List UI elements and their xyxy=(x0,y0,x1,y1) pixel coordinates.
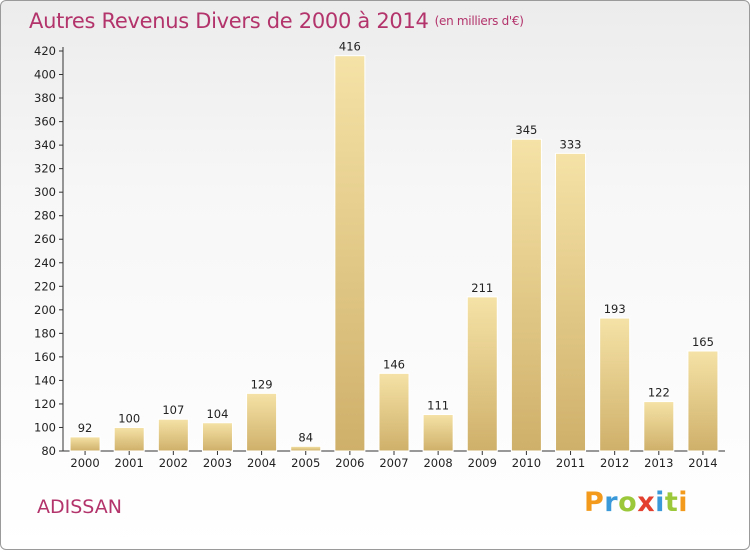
bar-2003 xyxy=(201,422,233,452)
y-tick-label: 280 xyxy=(34,209,56,223)
x-tick-label-2004: 2004 xyxy=(247,456,276,470)
proxiti-logo[interactable]: Proxiti xyxy=(584,487,689,518)
x-tick-label-2002: 2002 xyxy=(159,456,188,470)
x-tick-label-2009: 2009 xyxy=(468,456,497,470)
bar-2005 xyxy=(290,445,322,452)
y-tick-label: 320 xyxy=(34,162,56,176)
x-tick-label-2010: 2010 xyxy=(512,456,541,470)
value-label-2013: 122 xyxy=(648,386,670,400)
value-label-2003: 104 xyxy=(206,407,228,421)
value-label-2000: 92 xyxy=(78,421,93,435)
chart-title: Autres Revenus Divers de 2000 à 2014 (en … xyxy=(29,9,524,33)
value-label-2011: 333 xyxy=(560,137,582,151)
y-tick-label: 240 xyxy=(34,256,56,270)
x-tick-label-2001: 2001 xyxy=(115,456,144,470)
x-tick-label-2014: 2014 xyxy=(688,456,717,470)
bar-2009 xyxy=(466,296,498,452)
y-tick-label: 260 xyxy=(34,232,56,246)
bar-2001 xyxy=(113,426,145,452)
x-tick-label-2011: 2011 xyxy=(556,456,585,470)
value-label-2012: 193 xyxy=(604,302,626,316)
y-tick-label: 80 xyxy=(41,444,56,458)
x-tick-label-2006: 2006 xyxy=(335,456,364,470)
y-tick-label: 140 xyxy=(34,373,56,387)
value-label-2006: 416 xyxy=(339,40,361,54)
title-text: Autres Revenus Divers de 2000 à 2014 xyxy=(29,9,429,33)
title-unit: (en milliers d'€) xyxy=(434,14,524,28)
x-tick-label-2005: 2005 xyxy=(291,456,320,470)
bar-2000 xyxy=(69,436,101,452)
y-tick-label: 120 xyxy=(34,397,56,411)
x-tick-label-2012: 2012 xyxy=(600,456,629,470)
bar-2004 xyxy=(246,392,278,452)
y-tick-label: 220 xyxy=(34,279,56,293)
value-label-2002: 107 xyxy=(162,403,184,417)
bar-2006 xyxy=(334,55,366,452)
value-label-2008: 111 xyxy=(427,399,449,413)
bar-2014 xyxy=(687,350,719,452)
y-tick-label: 300 xyxy=(34,185,56,199)
y-tick-label: 160 xyxy=(34,350,56,364)
x-tick-label-2008: 2008 xyxy=(423,456,452,470)
x-tick-label-2013: 2013 xyxy=(644,456,673,470)
y-tick-label: 380 xyxy=(34,91,56,105)
y-tick-label: 400 xyxy=(34,68,56,82)
bar-2008 xyxy=(422,414,454,452)
value-label-2001: 100 xyxy=(118,411,140,425)
x-tick-label-2000: 2000 xyxy=(70,456,99,470)
y-tick-label: 100 xyxy=(34,420,56,434)
y-tick-label: 360 xyxy=(34,115,56,129)
value-label-2005: 84 xyxy=(298,430,313,444)
y-tick-label: 420 xyxy=(34,44,56,58)
bar-2002 xyxy=(157,418,189,452)
bar-2007 xyxy=(378,372,410,452)
value-label-2004: 129 xyxy=(251,377,273,391)
commune-name: ADISSAN xyxy=(37,496,122,518)
value-label-2009: 211 xyxy=(471,281,493,295)
bar-2013 xyxy=(643,401,675,452)
y-tick-label: 340 xyxy=(34,138,56,152)
x-tick-label-2007: 2007 xyxy=(379,456,408,470)
y-tick-label: 180 xyxy=(34,326,56,340)
bar-2010 xyxy=(510,138,542,452)
value-label-2014: 165 xyxy=(692,335,714,349)
value-label-2007: 146 xyxy=(383,357,405,371)
x-tick-label-2003: 2003 xyxy=(203,456,232,470)
bar-2011 xyxy=(555,152,587,452)
bar-2012 xyxy=(599,317,631,452)
value-label-2010: 345 xyxy=(515,123,537,137)
y-tick-label: 200 xyxy=(34,303,56,317)
